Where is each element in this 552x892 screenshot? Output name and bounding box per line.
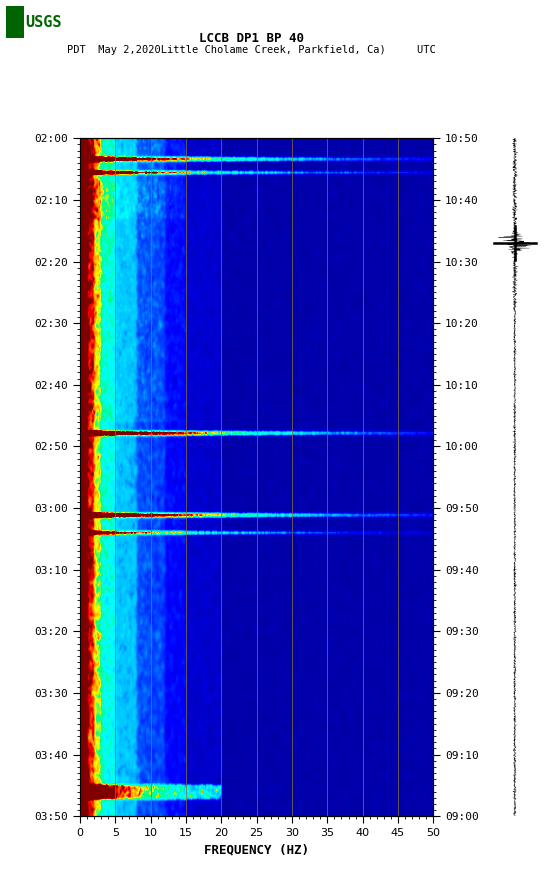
- Text: PDT  May 2,2020Little Cholame Creek, Parkfield, Ca)     UTC: PDT May 2,2020Little Cholame Creek, Park…: [67, 45, 436, 54]
- Text: LCCB DP1 BP 40: LCCB DP1 BP 40: [199, 32, 304, 45]
- X-axis label: FREQUENCY (HZ): FREQUENCY (HZ): [204, 844, 309, 856]
- Text: USGS: USGS: [25, 15, 62, 29]
- Bar: [6, 6, 24, 38]
